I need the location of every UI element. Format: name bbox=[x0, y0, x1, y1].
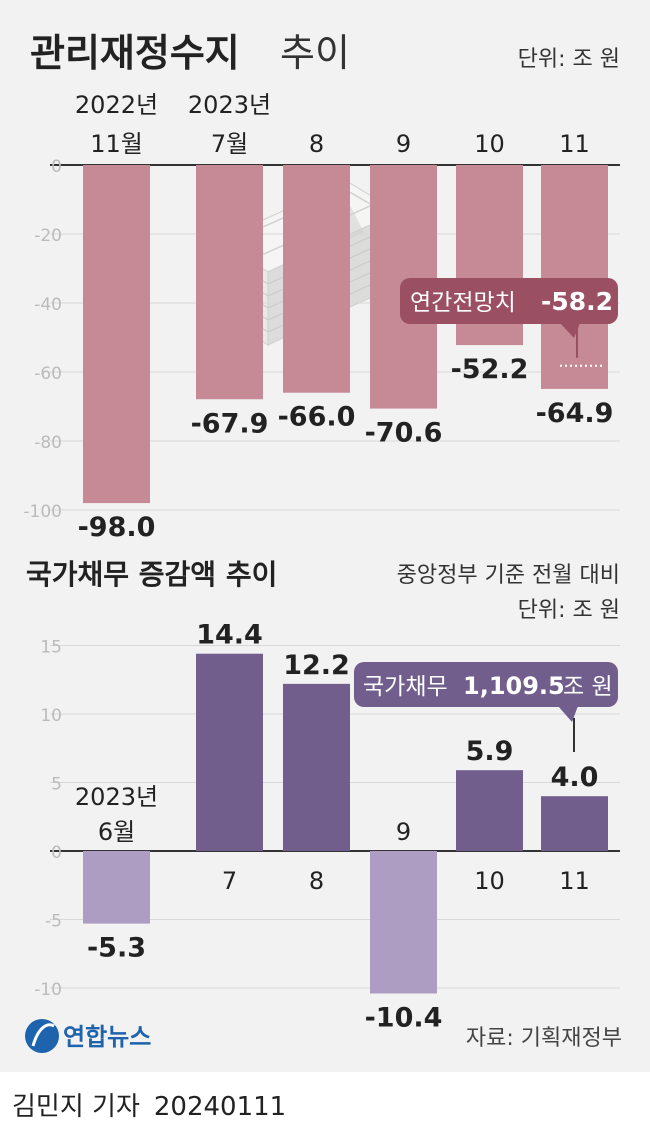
source-text: 자료: 기획재정부 bbox=[466, 1026, 622, 1051]
chart2-value-label: 4.0 bbox=[551, 762, 599, 793]
yonhap-logo-text: 연합뉴스 bbox=[63, 1023, 151, 1051]
yonhap-logo-swoosh bbox=[31, 1023, 55, 1047]
chart2-annotation-value: 1,109.5 bbox=[463, 672, 565, 700]
chart1-title: 관리재정수지 bbox=[30, 31, 240, 75]
chart2-x-label: 8 bbox=[309, 867, 324, 895]
chart1-y-tick: -20 bbox=[34, 226, 62, 246]
chart1-value-label: -64.9 bbox=[536, 398, 614, 429]
chart2-x-label: 6월 bbox=[98, 818, 135, 846]
chart2-value-label: -10.4 bbox=[365, 1002, 443, 1033]
chart1-y-tick: 0 bbox=[51, 157, 62, 177]
chart2-y-tick: 5 bbox=[51, 775, 62, 795]
chart2-value-label: -5.3 bbox=[87, 933, 146, 964]
byline: 김민지 기자 20240111 bbox=[12, 1086, 286, 1123]
infographic: 관리재정수지 추이 단위: 조 원 0 -20 -40 -60 -80 -100 2022년 11월… bbox=[0, 0, 650, 1072]
chart1-annotation-value: -58.2 bbox=[541, 287, 613, 316]
chart1-value-label: -70.6 bbox=[365, 418, 443, 449]
publish-date: 20240111 bbox=[153, 1092, 287, 1122]
chart2-bar bbox=[83, 851, 150, 924]
chart2-value-label: 5.9 bbox=[466, 736, 514, 767]
chart1-x-label: 7월 bbox=[211, 130, 248, 158]
chart1-value-label: -52.2 bbox=[451, 354, 529, 385]
chart1-x-label: 8 bbox=[309, 130, 324, 158]
chart2-value-label: 12.2 bbox=[283, 650, 350, 681]
chart2-x-year: 2023년 bbox=[75, 783, 158, 811]
chart1-x-year: 2023년 bbox=[188, 91, 271, 119]
chart1-y-tick: -80 bbox=[34, 433, 62, 453]
chart2-annotation-unit: 조 원 bbox=[563, 674, 613, 700]
chart1-x-label: 9 bbox=[396, 130, 411, 158]
chart1-x-label: 11월 bbox=[90, 130, 143, 158]
chart1-x-label: 10 bbox=[474, 130, 505, 158]
infographic-canvas: 관리재정수지 추이 단위: 조 원0-20-40-60-80-1002022년11월… bbox=[23, 31, 622, 1053]
chart2-annotation-label: 국가채무 bbox=[363, 674, 448, 700]
chart2-bar bbox=[196, 653, 263, 851]
chart1-title-suffix: 추이 bbox=[280, 31, 350, 75]
chart2-annotation-box bbox=[354, 662, 618, 707]
chart2-x-label: 11 bbox=[559, 867, 590, 895]
chart1-value-label: -98.0 bbox=[78, 512, 156, 543]
chart1-annotation-box bbox=[400, 278, 618, 324]
chart1-bar bbox=[283, 165, 350, 393]
yonhap-logo: 연합뉴스 bbox=[25, 1019, 151, 1053]
chart1-y-tick: -60 bbox=[34, 364, 62, 384]
chart1-value-label: -67.9 bbox=[191, 408, 269, 439]
chart1-x-label: 11 bbox=[559, 130, 590, 158]
chart2-y-tick: -10 bbox=[34, 980, 62, 1000]
chart1-bar bbox=[83, 165, 150, 504]
chart2-unit: 단위: 조 원 bbox=[518, 598, 620, 623]
chart2-bar bbox=[541, 796, 608, 851]
chart2-subtitle: 중앙정부 기준 전월 대비 bbox=[397, 563, 620, 588]
author: 김민지 기자 bbox=[12, 1092, 140, 1122]
chart1-y-tick: -100 bbox=[23, 502, 62, 522]
chart2-x-label: 9 bbox=[396, 818, 411, 846]
chart2-bar bbox=[370, 851, 437, 994]
chart2-y-tick: 15 bbox=[40, 638, 62, 658]
chart1-value-label: -66.0 bbox=[278, 402, 356, 433]
chart2-value-label: 14.4 bbox=[196, 620, 263, 651]
chart2-y-tick: -5 bbox=[45, 912, 62, 932]
chart1-annotation-tail bbox=[560, 323, 580, 338]
chart2-bar bbox=[456, 770, 523, 851]
chart2-y-tick: 0 bbox=[51, 843, 62, 863]
chart1-unit: 단위: 조 원 bbox=[518, 47, 620, 72]
chart1-annotation-label: 연간전망치 bbox=[410, 290, 516, 316]
chart1-bar bbox=[541, 165, 608, 389]
chart2-x-label: 10 bbox=[474, 867, 505, 895]
chart2-y-tick: 10 bbox=[40, 706, 62, 726]
chart1-y-tick: -40 bbox=[34, 295, 62, 315]
chart1-x-year: 2022년 bbox=[75, 91, 158, 119]
yonhap-logo-icon bbox=[25, 1019, 59, 1053]
chart2-bar bbox=[283, 683, 350, 851]
chart2-title: 국가채무 증감액 추이 bbox=[26, 558, 277, 591]
chart2-x-label: 7 bbox=[222, 867, 237, 895]
chart1-bar bbox=[196, 165, 263, 400]
